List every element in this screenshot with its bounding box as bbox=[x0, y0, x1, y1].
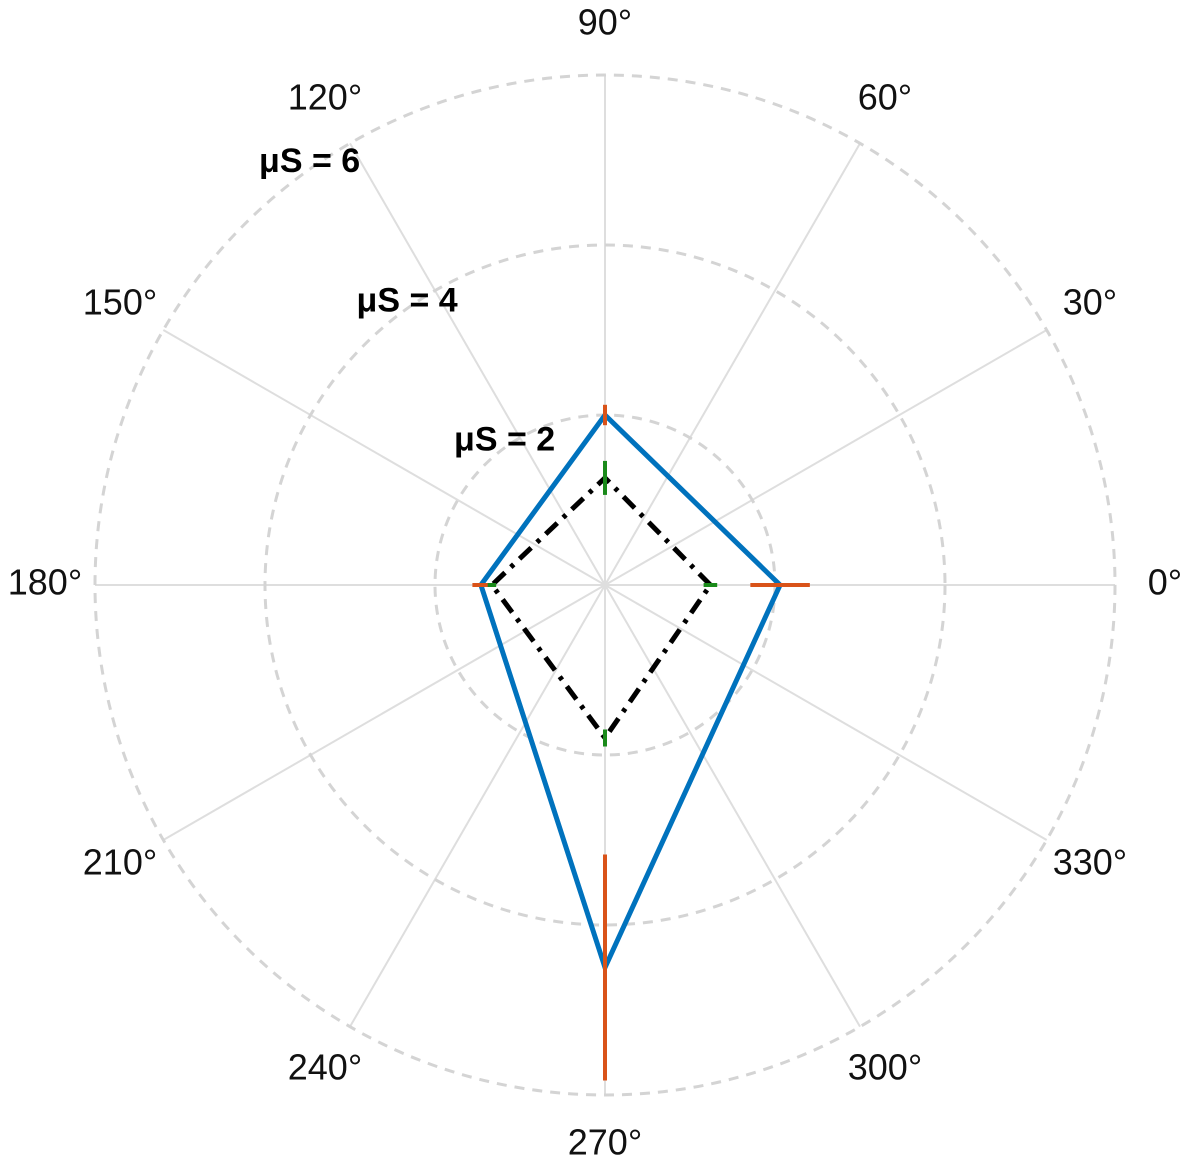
theta-tick-label: 60° bbox=[858, 77, 912, 118]
spoke bbox=[604, 584, 1048, 841]
spoke bbox=[604, 584, 861, 1028]
r-tick-label: μS = 4 bbox=[357, 281, 458, 319]
series-line bbox=[478, 411, 784, 975]
spoke bbox=[604, 329, 1048, 586]
theta-tick-label: 90° bbox=[578, 2, 632, 43]
theta-tick-label: 300° bbox=[848, 1046, 922, 1087]
theta-tick-label: 240° bbox=[288, 1046, 362, 1087]
r-tick-label: μS = 2 bbox=[454, 421, 555, 459]
spoke bbox=[349, 584, 606, 1028]
theta-tick-label: 270° bbox=[568, 1122, 642, 1160]
theta-tick-label: 0° bbox=[1148, 562, 1182, 603]
theta-tick-label: 120° bbox=[288, 77, 362, 118]
theta-tick-label: 330° bbox=[1053, 842, 1127, 883]
theta-tick-label: 150° bbox=[83, 282, 157, 323]
spoke bbox=[604, 142, 861, 586]
spoke bbox=[162, 584, 606, 841]
spoke bbox=[349, 142, 606, 586]
r-tick-label: μS = 6 bbox=[259, 142, 360, 180]
series-line bbox=[488, 474, 714, 743]
ring bbox=[93, 73, 1117, 1097]
ring bbox=[263, 243, 947, 927]
theta-tick-label: 180° bbox=[8, 562, 82, 603]
theta-tick-label: 210° bbox=[83, 842, 157, 883]
spoke bbox=[162, 329, 606, 586]
theta-tick-label: 30° bbox=[1063, 282, 1117, 323]
